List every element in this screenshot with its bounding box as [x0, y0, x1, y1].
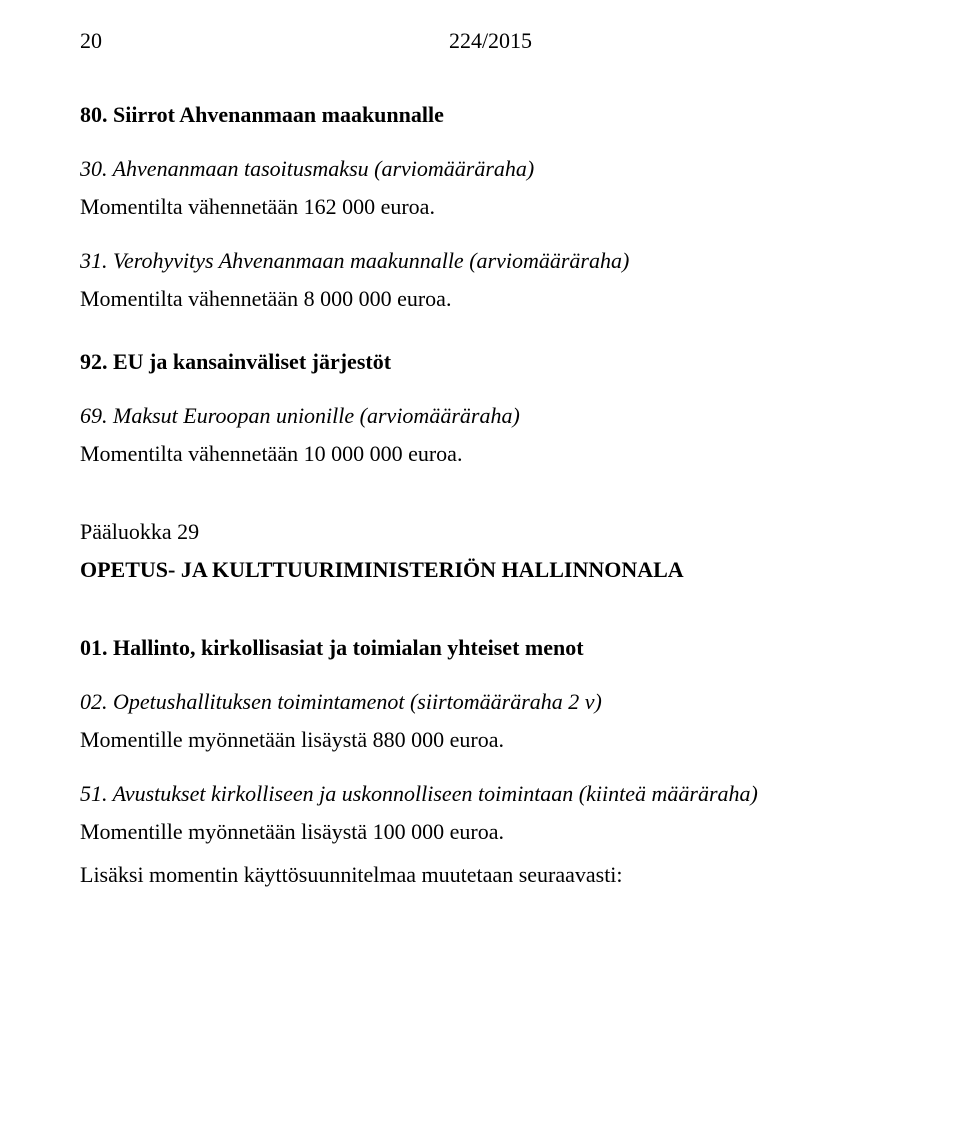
item-body: Momentilta vähennetään 8 000 000 euroa.: [80, 282, 880, 316]
chapter-title: OPETUS- JA KULTTUURIMINISTERIÖN HALLINNO…: [80, 553, 880, 587]
item-body: Momentilta vähennetään 10 000 000 euroa.: [80, 437, 880, 471]
item-head: 69. Maksut Euroopan unionille (arviomäär…: [80, 399, 880, 433]
doc-number: 224/2015: [102, 24, 879, 58]
section-head: 92. EU ja kansainväliset järjestöt: [80, 345, 880, 379]
chapter-block: Pääluokka 29 OPETUS- JA KULTTUURIMINISTE…: [80, 515, 880, 587]
item-body: Lisäksi momentin käyttösuunnitelmaa muut…: [80, 858, 880, 892]
item-head: 51. Avustukset kirkolliseen ja uskonnoll…: [80, 777, 880, 811]
item-body: Momentille myönnetään lisäystä 100 000 e…: [80, 815, 880, 849]
chapter-label: Pääluokka 29: [80, 515, 880, 549]
item-head: 30. Ahvenanmaan tasoitusmaksu (arviomäär…: [80, 152, 880, 186]
page-header: 20 224/2015: [80, 24, 880, 58]
item-head: 31. Verohyvitys Ahvenanmaan maakunnalle …: [80, 244, 880, 278]
item-head: 02. Opetushallituksen toimintamenot (sii…: [80, 685, 880, 719]
section-head: 01. Hallinto, kirkollisasiat ja toimiala…: [80, 631, 880, 665]
page-number: 20: [80, 24, 102, 58]
item-body: Momentilta vähennetään 162 000 euroa.: [80, 190, 880, 224]
item-body: Momentille myönnetään lisäystä 880 000 e…: [80, 723, 880, 757]
section-head: 80. Siirrot Ahvenanmaan maakunnalle: [80, 98, 880, 132]
header-spacer: [879, 24, 880, 58]
